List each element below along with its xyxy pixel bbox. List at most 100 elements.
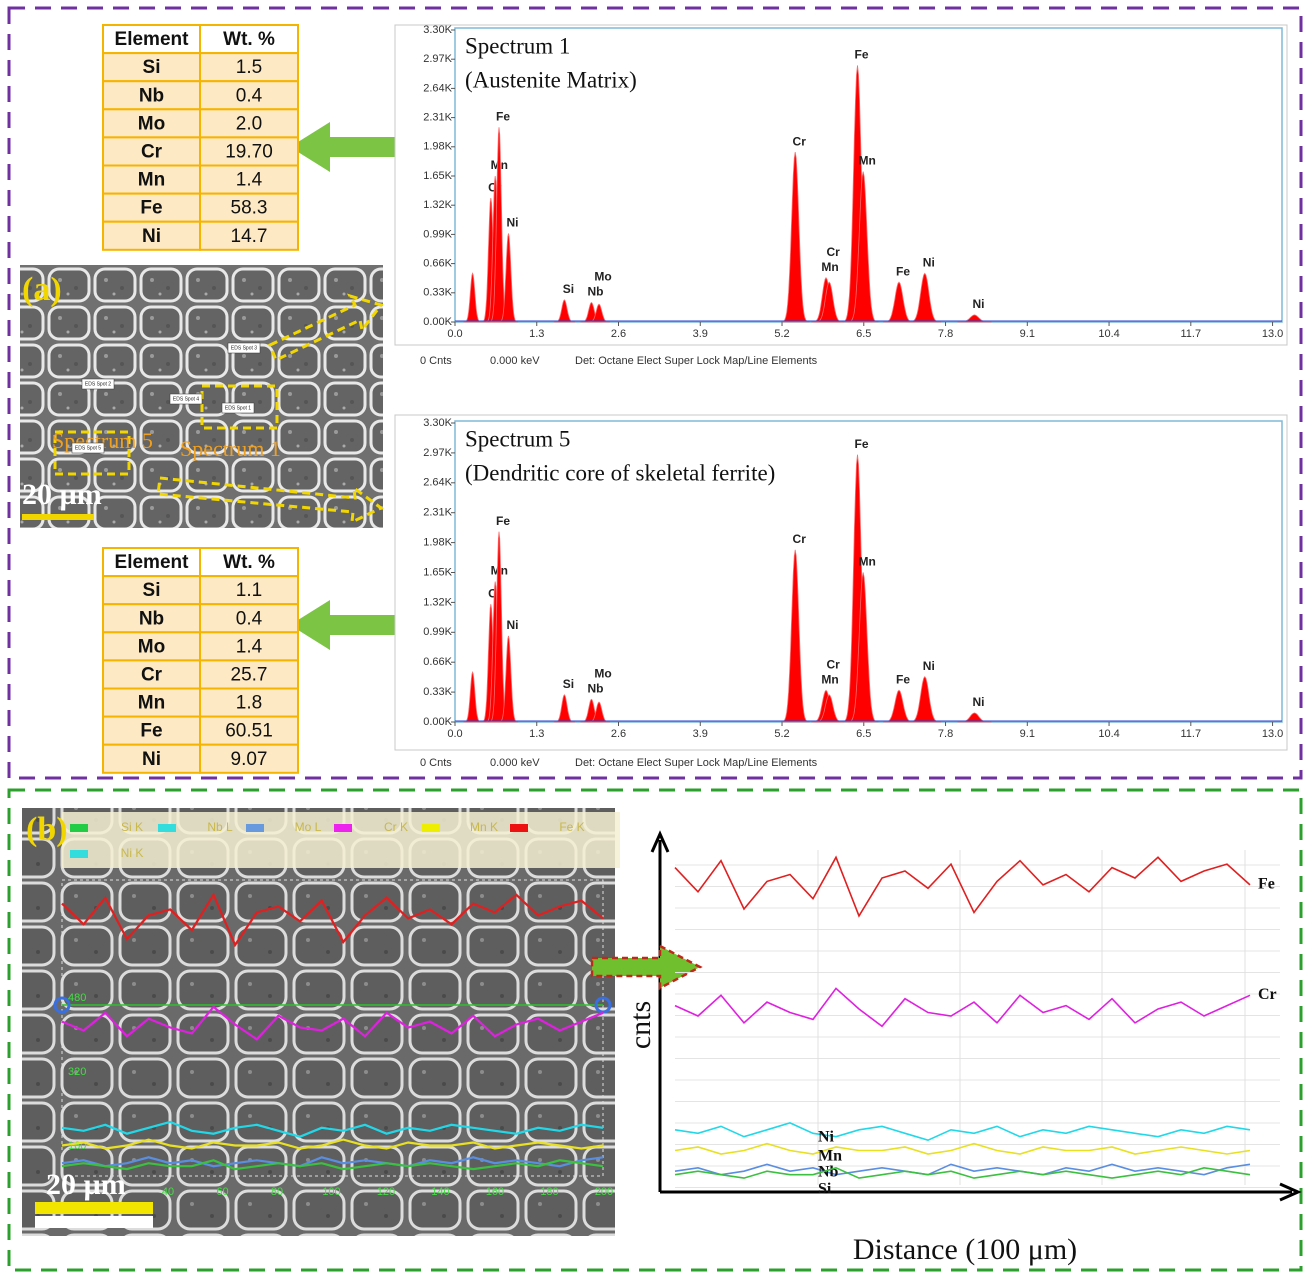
table-cell — [102, 192, 201, 223]
table-text: 1.5 — [236, 57, 262, 78]
spot-tag — [71, 442, 105, 454]
table-text: Cr — [141, 664, 163, 685]
table-cell — [199, 136, 299, 167]
table-cell — [102, 603, 201, 634]
legend-label: Mn K — [470, 820, 498, 834]
series-label: Cr — [1258, 986, 1277, 1003]
overlay-tick-label: 200 — [595, 1186, 613, 1198]
region-box — [53, 430, 131, 476]
legend-swatch — [246, 824, 264, 832]
arrow — [590, 943, 703, 991]
x-tick-label: 13.0 — [1262, 328, 1283, 340]
peak — [957, 314, 992, 323]
series-label: Fe — [1258, 876, 1275, 893]
peak-label: Mo — [594, 270, 611, 284]
region-box — [200, 384, 279, 430]
legend-swatch — [158, 824, 176, 832]
table-text: Mo — [138, 113, 165, 134]
table-text: 60.51 — [225, 721, 273, 742]
table-cell — [199, 687, 299, 718]
spot-label: EDS Spot 3 — [231, 345, 257, 351]
x-tick-label: 7.8 — [938, 328, 953, 340]
peak — [780, 549, 810, 723]
overlay-tick-label: 80 — [271, 1186, 283, 1198]
table-text: 58.3 — [231, 198, 268, 219]
y-tick-label: 0.99K — [423, 228, 452, 240]
table-text: Ni — [142, 226, 161, 247]
peak-label: Mn — [858, 154, 875, 168]
peak-label: Ni — [923, 659, 935, 673]
chart-subtitle: (Dendritic core of skeletal ferrite) — [465, 460, 775, 485]
region-label: Spectrum 1 — [180, 436, 281, 461]
peak-label: Nb — [587, 682, 603, 696]
arrow — [290, 122, 395, 172]
y-tick-label: 1.65K — [423, 170, 452, 182]
footer-text: Det: Octane Elect Super Lock Map/Line El… — [575, 355, 818, 367]
table-header: Element — [115, 552, 190, 573]
chart-subtitle: (Austenite Matrix) — [465, 67, 637, 92]
x-tick-label: 9.1 — [1020, 328, 1035, 340]
overlay-tick-label: 480 — [68, 992, 86, 1004]
scale-label: 20 µm — [22, 478, 102, 511]
x-tick-label: 7.8 — [938, 728, 953, 740]
overlay-series-line — [61, 1156, 604, 1168]
scale-bar — [35, 1202, 153, 1214]
table-text: Mn — [138, 693, 165, 714]
peak-label: Mo — [594, 667, 611, 681]
peak-label: Fe — [896, 672, 910, 686]
y-tick-label: 0.99K — [423, 626, 452, 638]
table-cell — [199, 603, 299, 634]
arrow — [290, 600, 395, 650]
table-cell — [199, 52, 299, 83]
y-tick-label: 2.97K — [423, 447, 452, 459]
legend-label: Fe K — [559, 820, 584, 834]
table-text: 1.8 — [236, 693, 262, 714]
y-tick-label: 0.33K — [423, 287, 452, 299]
overlay-handle — [594, 996, 612, 1014]
x-axis — [660, 1182, 1302, 1202]
table-text: 19.70 — [225, 141, 273, 162]
table-text: 0.4 — [236, 608, 263, 629]
dashed-arrow — [156, 476, 384, 525]
table-cell — [102, 743, 201, 774]
overlay-series-line — [61, 1005, 604, 1041]
x-tick-label: 13.0 — [1262, 728, 1283, 740]
x-tick-label: 3.9 — [693, 328, 708, 340]
table-text: 14.7 — [231, 226, 268, 247]
table-text: Mo — [138, 636, 165, 657]
legend-box — [62, 812, 620, 868]
table-cell — [102, 575, 201, 606]
peak-label: Si — [563, 677, 574, 691]
peak-label: Cr — [793, 532, 807, 546]
x-tick-label: 2.6 — [611, 728, 626, 740]
y-tick-label: 2.64K — [423, 82, 452, 94]
footer-text: 0 Cnts — [420, 757, 452, 769]
y-tick-label: 1.98K — [423, 141, 452, 153]
table-text: Mn — [138, 170, 165, 191]
peak-label: Mn — [858, 555, 875, 569]
peak-label: Nb — [587, 285, 603, 299]
legend-swatch — [70, 824, 88, 832]
x-tick-label: 1.3 — [529, 728, 544, 740]
y-tick-label: 0.00K — [423, 316, 452, 328]
peak-label: Ni — [506, 618, 518, 632]
overlay-tick-label: 100 — [322, 1186, 340, 1198]
y-tick-label: 0.66K — [423, 656, 452, 668]
y-tick-label: 3.30K — [423, 24, 452, 36]
table-text: Cr — [141, 141, 163, 162]
dashed-arrow — [268, 293, 384, 363]
table-cell — [199, 192, 299, 223]
overlay-tick-label: 120 — [377, 1186, 395, 1198]
table-text: Nb — [139, 85, 164, 106]
table-cell — [199, 220, 299, 251]
spot-tag — [81, 378, 115, 390]
x-axis-label: Distance (100 μm) — [853, 1233, 1077, 1266]
legend-label: Nb L — [207, 820, 233, 834]
scale-label: 20 µm — [46, 1168, 126, 1201]
overlay-series-line — [61, 892, 604, 948]
table-cell — [199, 743, 299, 774]
table-cell — [102, 164, 201, 195]
peak-label: Mn — [821, 260, 838, 274]
spot-tag — [169, 393, 203, 405]
